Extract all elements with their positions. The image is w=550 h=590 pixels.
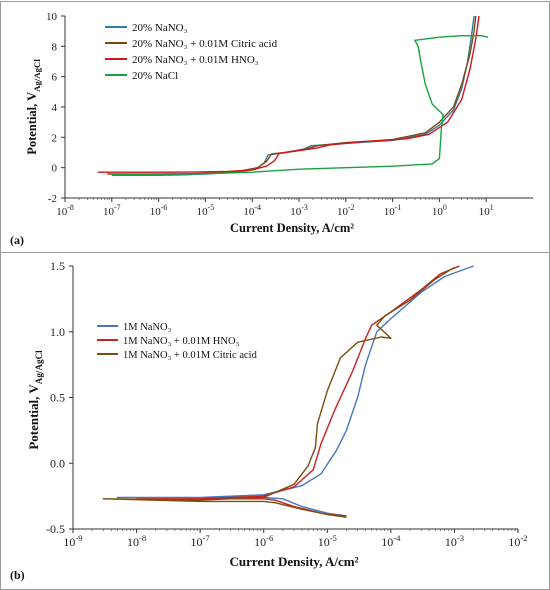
x-tick-label: 10-9 (63, 533, 82, 549)
x-tick-label: 100 (432, 203, 447, 218)
chart-panel-b: 10-9 10-8 10-7 10-6 10-5 10-4 10-3 10-2 -0.5 0.0 0… (10, 259, 528, 582)
y-tick-label: 2 (52, 132, 58, 144)
y-tick-label: 1.0 (50, 325, 65, 339)
legend-label: 1M NaNO₃ (123, 322, 172, 333)
y-tick-label: -0.5 (46, 522, 65, 536)
panel-label: (a) (10, 233, 24, 247)
y-axis-label: Potential, VAg/AgCl (25, 59, 42, 155)
y-tick-label: 10 (46, 11, 58, 23)
x-tick-label: 10-1 (384, 203, 402, 218)
series-line-4 (111, 35, 489, 176)
x-tick-label: 10-6 (150, 203, 168, 218)
x-tick-label: 10-8 (56, 203, 74, 218)
panel-b-frame (0, 252, 550, 590)
legend-label: 20% NaNO₃ (132, 22, 188, 34)
x-tick-label: 10-3 (445, 533, 464, 549)
x-axis-label: Current Density, A/cm² (230, 221, 354, 235)
y-tick-label: 0 (52, 163, 58, 175)
x-tick-label: 10-6 (254, 533, 274, 549)
x-tick-label: 10-5 (318, 533, 337, 549)
y-axis-label: Potential, VAg/AgCl (26, 350, 44, 450)
x-tick-label: 101 (479, 203, 494, 218)
series-line-1 (116, 265, 474, 517)
legend-label: 20% NaCl (132, 70, 178, 82)
y-tick-label: 0.0 (50, 456, 65, 470)
series-line-3 (102, 266, 455, 518)
y-tick-label: 6 (52, 72, 58, 84)
x-tick-label: 10-2 (508, 533, 527, 549)
x-axis-label: Current Density, A/cm² (230, 554, 359, 569)
x-tick-label: 10-7 (191, 533, 211, 549)
y-tick-label: -2 (48, 193, 57, 205)
legend-label: 1M NaNO₃ + 0.01M HNO₃ (123, 336, 240, 347)
y-tick-label: 0.5 (50, 391, 65, 405)
x-tick-label: 10-4 (243, 203, 261, 218)
panel-label: (b) (10, 568, 25, 582)
series-line-3 (97, 15, 480, 173)
legend-label: 1M NaNO₃ + 0.01M Citric acid (123, 350, 258, 361)
x-tick-label: 10-7 (103, 203, 121, 218)
x-tick-label: 10-8 (127, 533, 146, 549)
x-tick-label: 10-5 (197, 203, 215, 218)
y-tick-label: 8 (52, 41, 58, 53)
panel-a-frame (0, 1, 550, 253)
y-tick-label: 4 (52, 102, 58, 114)
legend-label: 20% NaNO₃ + 0.01M HNO₃ (132, 54, 259, 66)
chart-panel-a: 10-8 10-7 10-6 10-5 10-4 10-3 10-2 10-1 100 101-2… (10, 11, 533, 247)
x-tick-label: 10-3 (290, 203, 308, 218)
legend-label: 20% NaNO₃ + 0.01M Citric acid (132, 38, 278, 50)
x-tick-label: 10-4 (381, 533, 401, 549)
x-tick-label: 10-2 (337, 203, 355, 218)
y-tick-label: 1.5 (50, 259, 65, 273)
